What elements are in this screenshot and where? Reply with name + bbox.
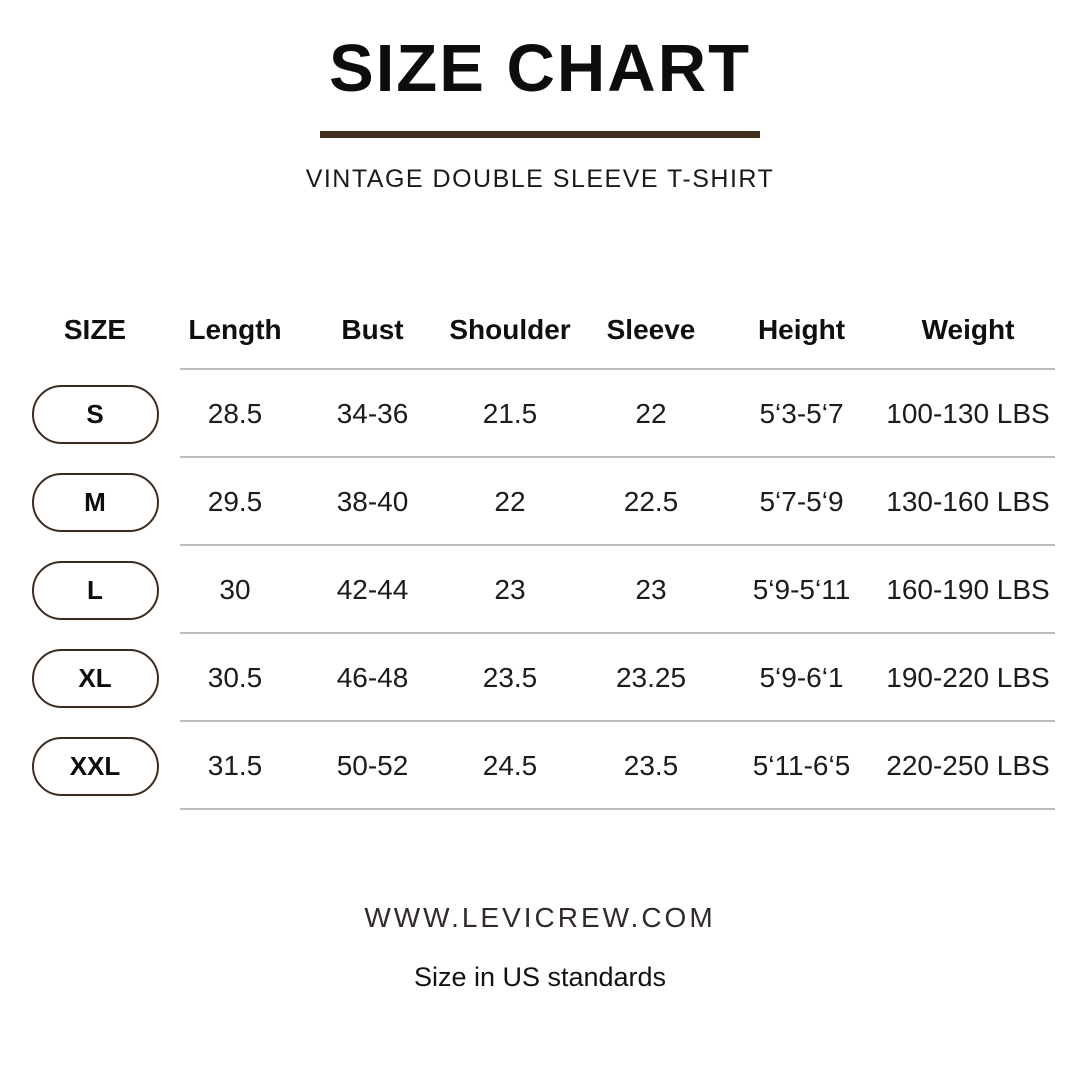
cell-sleeve: 22.5	[623, 486, 679, 518]
cell-shoulder: 22	[494, 486, 526, 518]
size-chart-page: SIZE CHART VINTAGE DOUBLE SLEEVE T-SHIRT…	[25, 0, 1055, 993]
cell-shoulder: 21.5	[482, 398, 538, 430]
table-row-l: L 30 42-44 23 23 5‘9-5‘11 160-190 LBS	[25, 546, 1055, 635]
column-header-weight: Weight	[921, 314, 1015, 346]
title-divider	[320, 131, 760, 139]
page-title: SIZE CHART	[329, 31, 751, 106]
website-url: WWW.LEVICREW.COM	[364, 902, 716, 934]
cell-bust: 34-36	[336, 398, 409, 430]
table-row-s: S 28.5 34-36 21.5 22 5‘3-5‘7 100-130 LBS	[25, 370, 1055, 459]
cell-shoulder: 23	[494, 574, 526, 606]
cell-sleeve: 23	[635, 574, 667, 606]
cell-weight: 190-220 LBS	[886, 662, 1050, 694]
table-row-xxl: XXL 31.5 50-52 24.5 23.5 5‘11-6‘5 220-25…	[25, 722, 1055, 811]
size-badge: M	[31, 472, 159, 532]
cell-length: 28.5	[207, 398, 263, 430]
cell-weight: 130-160 LBS	[886, 486, 1050, 518]
page-footer: WWW.LEVICREW.COM Size in US standards	[25, 902, 1055, 993]
cell-bust: 46-48	[336, 662, 409, 694]
column-header-shoulder: Shoulder	[449, 314, 571, 346]
cell-length: 31.5	[207, 750, 263, 782]
column-header-size: SIZE	[63, 314, 127, 346]
cell-bust: 50-52	[336, 750, 409, 782]
size-badge: XL	[31, 648, 159, 708]
size-badge: XXL	[31, 736, 159, 796]
cell-weight: 160-190 LBS	[886, 574, 1050, 606]
column-header-sleeve: Sleeve	[606, 314, 696, 346]
size-badge: S	[31, 384, 159, 444]
cell-bust: 42-44	[336, 574, 409, 606]
standards-note: Size in US standards	[413, 962, 667, 993]
cell-height: 5‘9-6‘1	[759, 662, 844, 694]
cell-sleeve: 22	[635, 398, 667, 430]
column-header-height: Height	[757, 314, 846, 346]
cell-shoulder: 23.5	[482, 662, 538, 694]
cell-weight: 100-130 LBS	[886, 398, 1050, 430]
cell-shoulder: 24.5	[482, 750, 538, 782]
cell-height: 5‘11-6‘5	[752, 750, 851, 782]
cell-height: 5‘3-5‘7	[759, 398, 844, 430]
size-badge: L	[31, 560, 159, 620]
cell-sleeve: 23.5	[623, 750, 679, 782]
table-header-row: SIZE Length Bust Shoulder Sleeve Height …	[25, 290, 1055, 371]
cell-length: 30	[219, 574, 251, 606]
cell-bust: 38-40	[336, 486, 409, 518]
cell-weight: 220-250 LBS	[886, 750, 1050, 782]
cell-length: 29.5	[207, 486, 263, 518]
size-table: SIZE Length Bust Shoulder Sleeve Height …	[25, 290, 1055, 811]
table-row-xl: XL 30.5 46-48 23.5 23.25 5‘9-6‘1 190-220…	[25, 634, 1055, 723]
column-header-bust: Bust	[341, 314, 404, 346]
cell-length: 30.5	[207, 662, 263, 694]
page-header: SIZE CHART VINTAGE DOUBLE SLEEVE T-SHIRT	[25, 31, 1055, 194]
cell-height: 5‘7-5‘9	[759, 486, 844, 518]
table-row-m: M 29.5 38-40 22 22.5 5‘7-5‘9 130-160 LBS	[25, 458, 1055, 547]
column-header-length: Length	[188, 314, 282, 346]
cell-sleeve: 23.25	[615, 662, 687, 694]
product-subtitle: VINTAGE DOUBLE SLEEVE T-SHIRT	[305, 165, 775, 194]
cell-height: 5‘9-5‘11	[752, 574, 851, 606]
